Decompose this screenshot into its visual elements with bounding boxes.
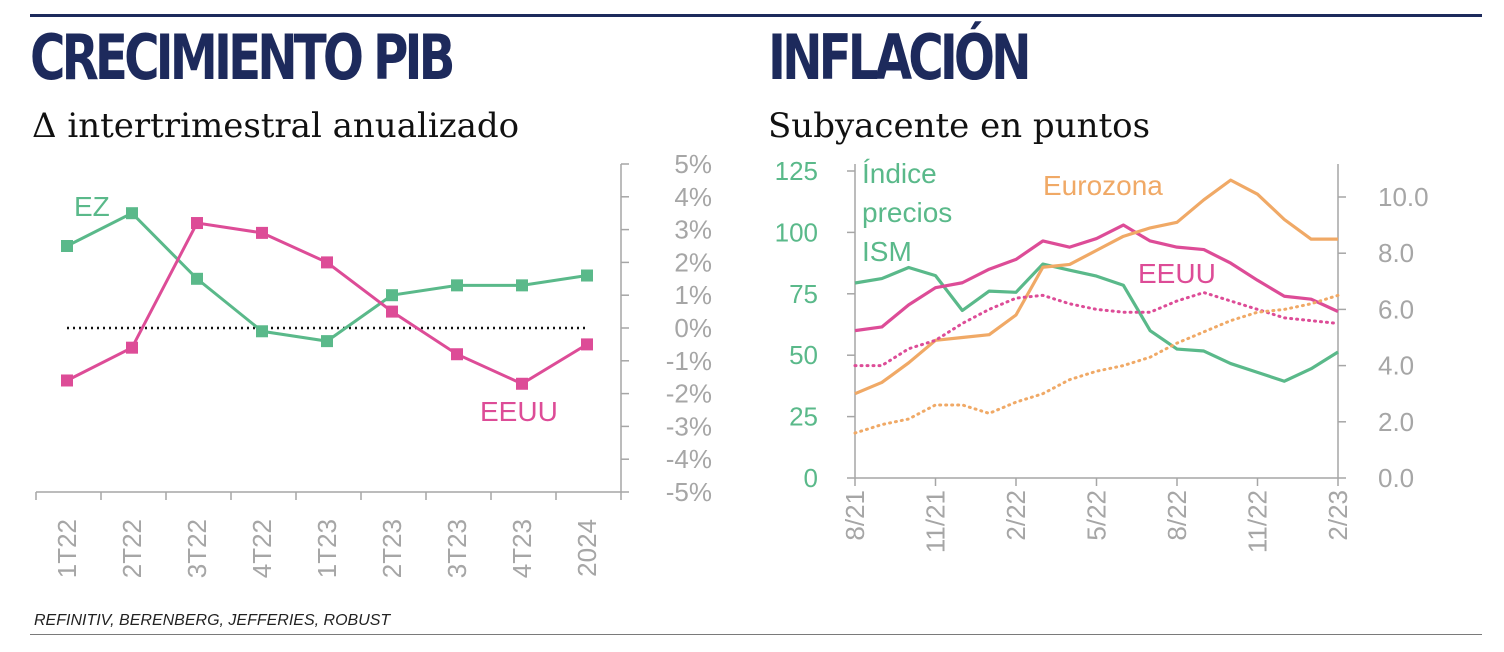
x-axis-tick-label: 4T23: [507, 519, 537, 578]
series-line-3-dotted: [853, 291, 1340, 368]
data-point-eeuu: [256, 226, 268, 239]
x-axis-tick-label: 11/22: [1243, 490, 1273, 553]
right-axis-tick-label: 4.0: [1378, 351, 1414, 381]
y-axis-tick-label: -1%: [666, 346, 712, 376]
series-label-ism-line: ISM: [862, 236, 912, 267]
y-axis-tick-label: 0%: [674, 313, 712, 343]
data-point-eeuu: [191, 217, 203, 230]
top-rule: [30, 14, 1482, 17]
data-point-eeuu: [321, 256, 333, 269]
right-axis-tick-label: 10.0: [1378, 182, 1429, 212]
right-axis-tick-label: 0.0: [1378, 463, 1414, 493]
data-point-eeuu: [61, 374, 73, 387]
series-label-eurozona: Eurozona: [1043, 170, 1163, 201]
data-point-eeuu: [126, 341, 138, 354]
y-axis-tick-label: 4%: [674, 182, 712, 212]
left-panel-title: CRECIMIENTO PIB: [30, 21, 456, 94]
series-label-ez: EZ: [74, 191, 110, 222]
data-point-ez: [61, 240, 73, 252]
data-point-eeuu: [386, 305, 398, 318]
y-axis-tick-label: -4%: [666, 444, 712, 474]
x-axis-tick-label: 2T22: [117, 519, 147, 578]
y-axis-tick-label: -3%: [666, 411, 712, 441]
series-label-ism-line: precios: [862, 197, 952, 228]
right-axis-tick-label: 6.0: [1378, 294, 1414, 324]
x-axis-tick-label: 3T22: [182, 519, 212, 578]
series-label-eeuu: EEUU: [1138, 258, 1216, 289]
x-axis-tick-label: 4T22: [247, 519, 277, 578]
right-panel-subtitle: Subyacente en puntos: [768, 106, 1151, 146]
data-point-ez: [256, 325, 268, 338]
left-axis-tick-label: 75: [789, 279, 818, 309]
x-axis-tick-label: 11/21: [921, 490, 951, 553]
data-point-eeuu: [451, 348, 463, 361]
x-axis-tick-label: 8/22: [1162, 490, 1192, 541]
x-axis-tick-label: 8/21: [840, 490, 870, 541]
y-axis-tick-label: 1%: [674, 280, 712, 310]
data-point-ez: [386, 289, 398, 302]
left-axis-tick-label: 100: [775, 217, 818, 247]
y-axis-tick-label: -2%: [666, 379, 712, 409]
bottom-rule: [30, 634, 1482, 635]
series-line-2-solid: [854, 178, 1338, 396]
data-point-ez: [451, 279, 463, 292]
data-point-eeuu: [516, 377, 528, 390]
left-axis-tick-label: 125: [775, 156, 818, 186]
left-panel-subtitle: Δ intertrimestral anualizado: [32, 106, 520, 146]
x-axis-tick-label: 5/22: [1082, 490, 1112, 541]
y-axis-tick-label: -5%: [666, 477, 712, 507]
source-note: REFINITIV, BERENBERG, JEFFERIES, ROBUST: [34, 612, 391, 629]
data-point-eeuu: [581, 338, 593, 351]
right-axis-tick-label: 2.0: [1378, 407, 1414, 437]
data-point-ez: [191, 272, 203, 285]
x-axis-tick-label: 2/23: [1323, 490, 1353, 541]
y-axis-tick-label: 3%: [674, 215, 712, 245]
x-axis-tick-label: 2024: [572, 519, 602, 577]
series-label-ism-line: Índice: [862, 158, 937, 189]
data-point-ez: [581, 269, 593, 282]
data-point-ez: [321, 335, 333, 348]
x-axis-tick-label: 3T23: [442, 519, 472, 578]
data-point-ez: [126, 207, 138, 220]
y-axis-tick-label: 5%: [674, 149, 712, 179]
x-axis-tick-label: 2T23: [377, 519, 407, 578]
left-axis-tick-label: 50: [789, 340, 818, 370]
x-axis-tick-label: 1T22: [52, 519, 82, 578]
x-axis-tick-label: 1T23: [312, 519, 342, 578]
series-line-1-solid: [854, 223, 1339, 333]
y-axis-tick-label: 2%: [674, 247, 712, 277]
left-axis-tick-label: 25: [789, 402, 818, 432]
left-axis-tick-label: 0: [804, 463, 818, 493]
right-axis-tick-label: 8.0: [1378, 238, 1414, 268]
series-line-0-solid: [854, 262, 1339, 383]
right-panel-title: INFLACIÓN: [768, 21, 1032, 94]
data-point-ez: [516, 279, 528, 292]
series-label-eeuu: EEUU: [480, 396, 558, 427]
series-line-4-dotted: [853, 293, 1340, 435]
x-axis-tick-label: 2/22: [1001, 490, 1031, 541]
